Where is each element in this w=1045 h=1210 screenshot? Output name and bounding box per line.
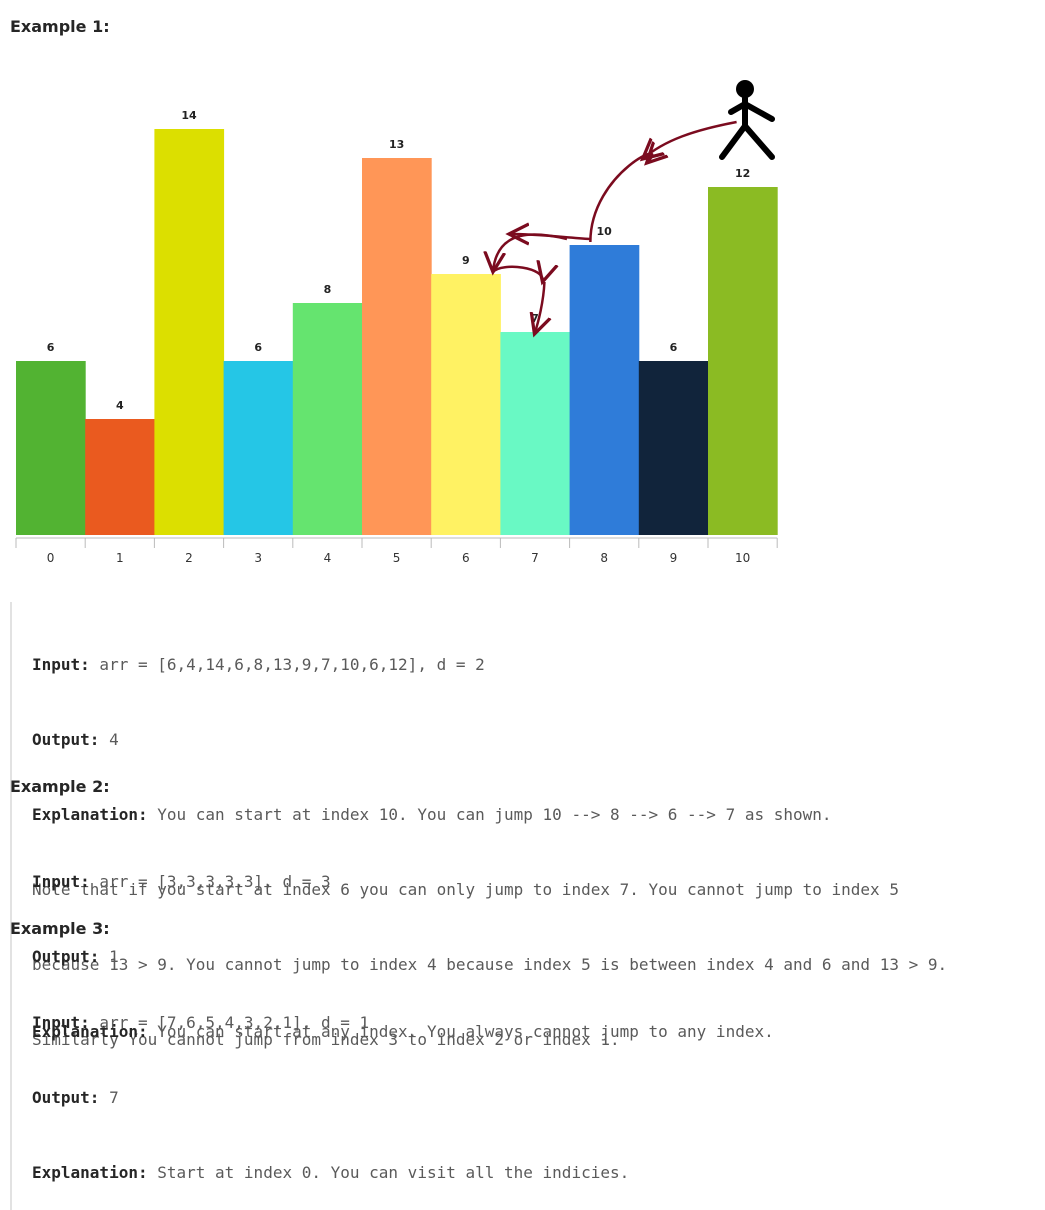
output-label: Output: xyxy=(32,947,100,966)
output-line: Output: 7 xyxy=(32,1085,629,1110)
example-3-heading: Example 3: xyxy=(10,919,110,938)
output-value: 4 xyxy=(99,730,119,749)
bar-6 xyxy=(431,274,501,535)
example-2-code-block: Input: arr = [3,3,3,3,3], d = 3 Output: … xyxy=(10,819,774,1069)
bar-value-label: 6 xyxy=(47,341,55,354)
x-tick-label: 0 xyxy=(47,551,55,565)
output-value: 1 xyxy=(99,947,119,966)
example-3-code-block: Input: arr = [7,6,5,4,3,2,1], d = 1 Outp… xyxy=(10,960,629,1210)
example-1-code-block: Input: arr = [6,4,14,6,8,13,9,7,10,6,12]… xyxy=(10,602,947,1077)
jump-arrow-10-8-head xyxy=(643,120,737,159)
example-1-heading: Example 1: xyxy=(10,17,110,36)
output-label: Output: xyxy=(32,730,100,749)
jump-arrow-6-7-tail xyxy=(534,281,544,334)
chart-bars xyxy=(16,129,778,535)
explanation-value: You can start at index 10. You can jump … xyxy=(147,805,832,824)
jump-arrows xyxy=(492,120,737,334)
output-label: Output: xyxy=(32,1088,100,1107)
chart-tick-labels: 0 1 2 3 4 5 6 7 8 9 10 xyxy=(47,551,750,565)
input-line: Input: arr = [6,4,14,6,8,13,9,7,10,6,12]… xyxy=(32,652,947,677)
x-tick-label: 8 xyxy=(600,551,608,565)
explanation-continued-line: Note that if you start at index 6 you ca… xyxy=(32,880,899,899)
bar-value-label: 14 xyxy=(181,109,197,122)
x-tick-label: 3 xyxy=(254,551,262,565)
explanation-value: You can start at any index. You always c… xyxy=(147,1022,774,1041)
input-label: Input: xyxy=(32,655,90,674)
bar-value-label: 6 xyxy=(670,341,678,354)
bar-value-label: 9 xyxy=(462,254,470,267)
bar-2 xyxy=(154,129,225,535)
explanation-continued-line: Similarly You cannot jump from index 3 t… xyxy=(32,1030,620,1049)
input-label: Input: xyxy=(32,1013,90,1032)
x-tick-label: 6 xyxy=(462,551,470,565)
jump-arrow-8-6 xyxy=(493,233,568,272)
bar-value-label: 10 xyxy=(597,225,613,238)
bar-9 xyxy=(638,361,709,535)
explanation-value: Start at index 0. You can visit all the … xyxy=(147,1163,630,1182)
bar-10 xyxy=(708,187,778,535)
input-line: Input: arr = [7,6,5,4,3,2,1], d = 1 xyxy=(32,1010,629,1035)
output-line: Output: 1 xyxy=(32,944,774,969)
explanation-continued-line: because 13 > 9. You cannot jump to index… xyxy=(32,955,948,974)
explanation-label: Explanation: xyxy=(32,1022,148,1041)
example-2-heading: Example 2: xyxy=(10,777,110,796)
bar-3 xyxy=(223,361,294,535)
bar-value-label: 4 xyxy=(116,399,124,412)
bar-0 xyxy=(16,361,86,535)
input-value: arr = [3,3,3,3,3], d = 3 xyxy=(89,872,331,891)
input-line: Input: arr = [3,3,3,3,3], d = 3 xyxy=(32,869,774,894)
input-value: arr = [7,6,5,4,3,2,1], d = 1 xyxy=(89,1013,370,1032)
explanation-line: Explanation: You can start at any index.… xyxy=(32,1019,774,1044)
stick-figure-icon xyxy=(719,80,775,160)
output-line: Output: 4 xyxy=(32,727,947,752)
explanation-line: Explanation: You can start at index 10. … xyxy=(32,802,947,827)
bar-7 xyxy=(500,332,571,535)
input-label: Input: xyxy=(32,872,90,891)
x-tick-label: 1 xyxy=(116,551,124,565)
explanation-label: Explanation: xyxy=(32,1163,148,1182)
bar-1 xyxy=(85,419,155,535)
chart-x-axis xyxy=(15,537,778,548)
explanation-label: Explanation: xyxy=(32,805,148,824)
x-tick-label: 2 xyxy=(185,551,193,565)
bar-value-label: 6 xyxy=(254,341,262,354)
jump-arrow-6-7 xyxy=(492,267,543,282)
bar-4 xyxy=(292,303,363,535)
explanation-line: Explanation: Start at index 0. You can v… xyxy=(32,1160,629,1185)
bar-value-label: 13 xyxy=(389,138,404,151)
bar-5 xyxy=(362,158,432,535)
x-tick-label: 7 xyxy=(531,551,539,565)
bar-8 xyxy=(569,245,640,535)
bar-value-label: 8 xyxy=(324,283,332,296)
x-tick-label: 5 xyxy=(393,551,401,565)
input-value: arr = [6,4,14,6,8,13,9,7,10,6,12], d = 2 xyxy=(89,655,485,674)
bar-value-label: 12 xyxy=(735,167,750,180)
x-tick-label: 9 xyxy=(670,551,678,565)
x-tick-label: 10 xyxy=(735,551,750,565)
x-tick-label: 4 xyxy=(324,551,332,565)
output-value: 7 xyxy=(99,1088,119,1107)
